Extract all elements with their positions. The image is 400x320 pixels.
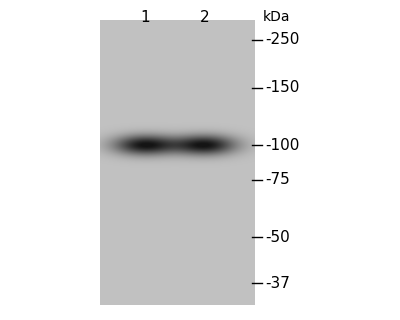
Text: -37: -37 <box>265 276 290 291</box>
Text: -250: -250 <box>265 33 299 47</box>
Text: kDa: kDa <box>263 10 290 24</box>
Text: -100: -100 <box>265 138 299 153</box>
Text: 2: 2 <box>200 10 210 25</box>
Text: -150: -150 <box>265 81 299 95</box>
Text: -75: -75 <box>265 172 290 188</box>
Text: -50: -50 <box>265 229 290 244</box>
Text: 1: 1 <box>140 10 150 25</box>
